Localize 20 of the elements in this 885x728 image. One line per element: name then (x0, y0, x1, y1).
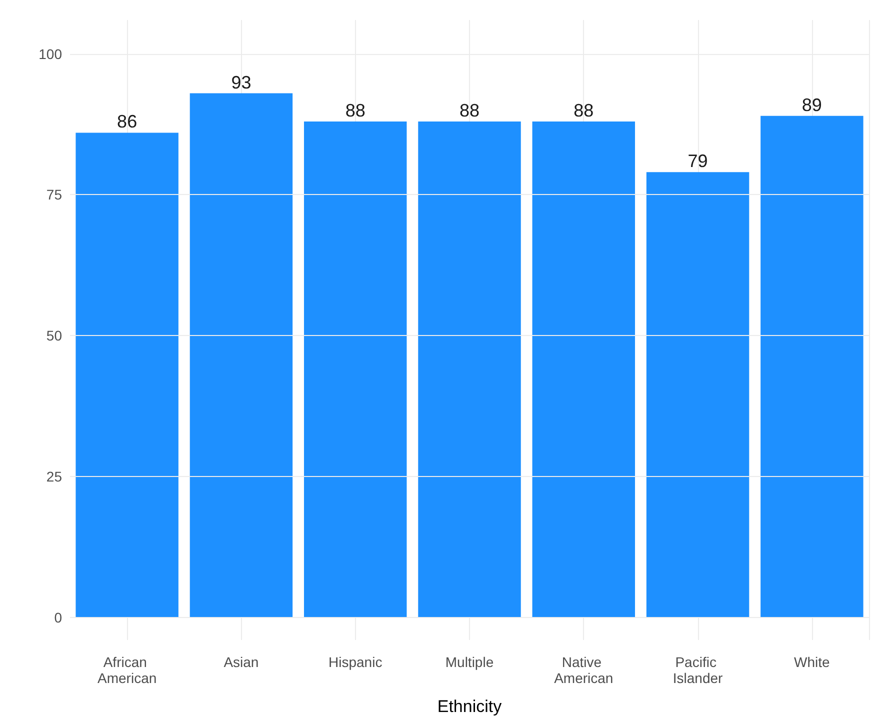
data-label: 86 (117, 112, 138, 132)
y-tick-label: 100 (38, 46, 62, 62)
y-tick-label: 25 (46, 468, 62, 485)
data-label: 88 (459, 100, 480, 120)
x-tick-label: White (794, 654, 830, 670)
data-label: 79 (688, 151, 708, 172)
data-label: 88 (574, 100, 594, 120)
data-label: 89 (802, 94, 822, 115)
x-tick-label: Asian (224, 654, 259, 670)
x-tick-label: Pacific Islander (672, 654, 724, 686)
x-tick-label: Multiple (445, 654, 494, 670)
x-tick-label: African American (98, 654, 157, 686)
y-tick-label: 75 (46, 186, 62, 203)
x-tick-label: Hispanic (328, 654, 382, 670)
y-tick-label: 50 (46, 328, 62, 344)
x-tick-label: Native American (554, 654, 614, 686)
data-label: 88 (345, 100, 366, 120)
y-tick-label: 0 (54, 609, 62, 626)
x-axis-title: Ethnicity (437, 697, 502, 716)
data-label: 93 (231, 72, 252, 92)
